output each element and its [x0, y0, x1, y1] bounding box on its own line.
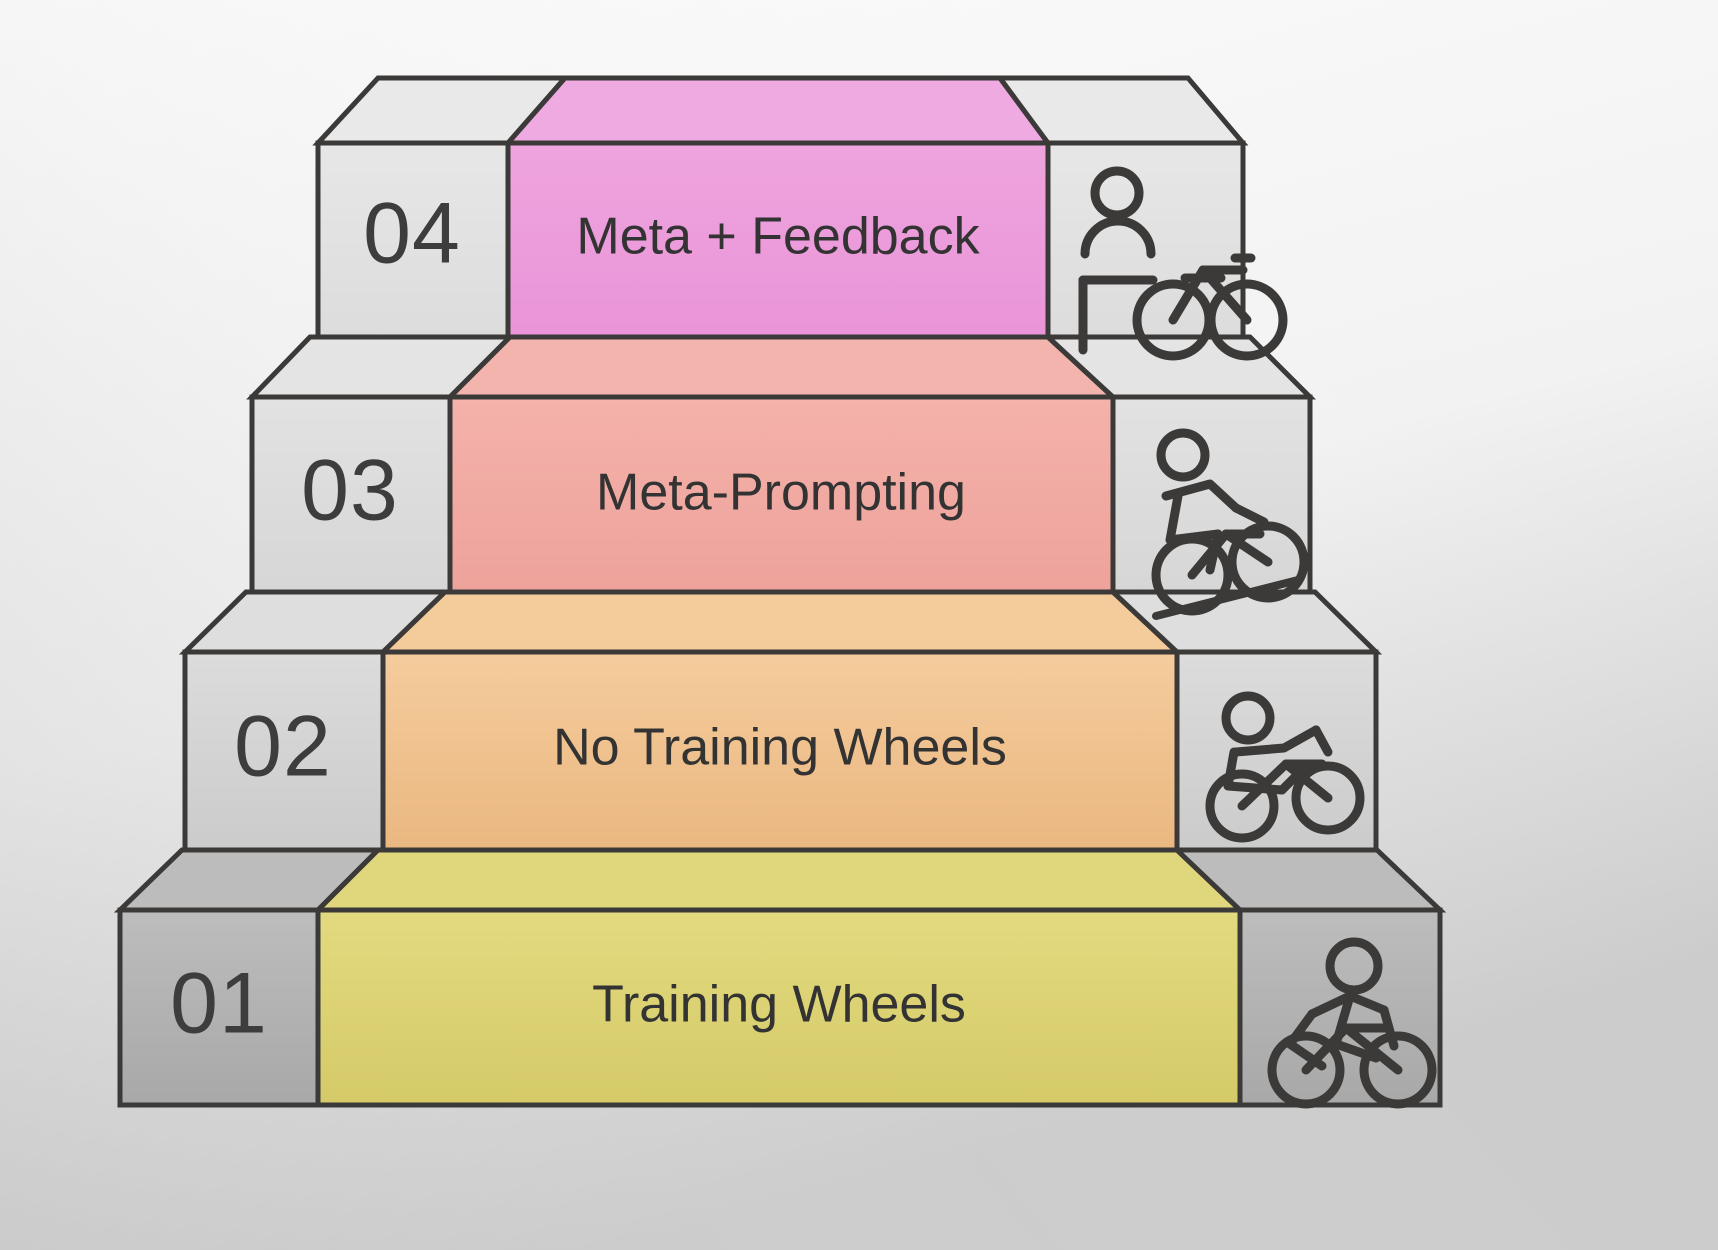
step-01-block[interactable]	[113, 847, 1447, 1108]
step-02-label: No Training Wheels	[553, 719, 1007, 777]
step-02-block[interactable]	[178, 589, 1383, 856]
person-standing-with-bicycle-icon	[1078, 166, 1288, 361]
step-04-label: Meta + Feedback	[576, 208, 980, 266]
step-04-top-face	[502, 75, 1053, 146]
step-01-number: 01	[170, 956, 268, 1052]
step-03-number: 03	[301, 443, 399, 539]
cyclist-uphill-icon	[1151, 428, 1309, 620]
step-03-top-face	[443, 334, 1120, 400]
step-04-block[interactable]	[312, 75, 1249, 343]
step-01-top-face	[311, 847, 1247, 913]
step-03-label: Meta-Prompting	[596, 464, 966, 522]
step-01-label: Training Wheels	[592, 976, 966, 1034]
step-03-block[interactable]	[246, 334, 1317, 600]
cyclist-with-training-wheels-icon	[1267, 937, 1437, 1109]
step-02-top-face	[376, 589, 1184, 655]
cyclist-leaning-forward-icon	[1205, 691, 1365, 843]
step-04-number: 04	[363, 186, 461, 282]
step-01-right-front-face	[1237, 907, 1443, 1108]
step-02-number: 02	[234, 699, 332, 795]
